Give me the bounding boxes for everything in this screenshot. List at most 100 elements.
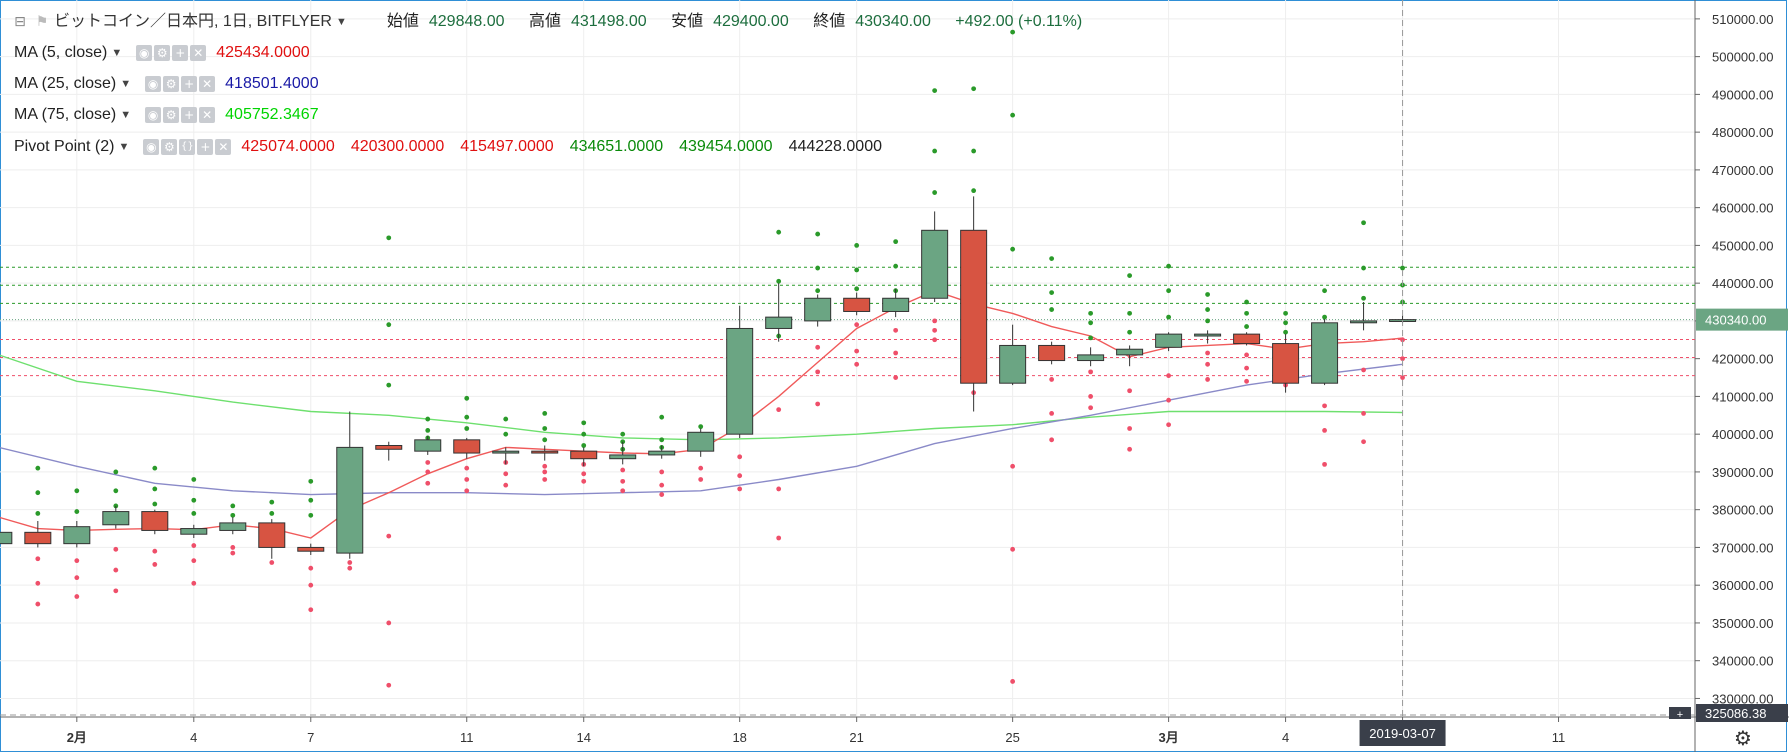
- pivot-dot-resistance: [1049, 256, 1055, 262]
- pivot-dot-support: [269, 560, 275, 565]
- pivot-dot-support: [1166, 397, 1172, 403]
- close-icon[interactable]: ✕: [199, 76, 216, 92]
- indicator-controls: ◉ ⚙{} + ✕: [143, 139, 232, 155]
- pivot-dot-support: [542, 469, 548, 475]
- chevron-down-icon[interactable]: ▼: [118, 141, 130, 153]
- chevron-down-icon[interactable]: ▼: [120, 78, 132, 90]
- symbol-title[interactable]: ビットコイン／日本円, 1日, BITFLYER: [54, 13, 332, 30]
- candle-up[interactable]: [882, 297, 910, 312]
- collapse-icon[interactable]: ⊟: [14, 14, 26, 30]
- add-icon[interactable]: +: [197, 139, 214, 155]
- candle-down[interactable]: [1038, 344, 1066, 362]
- indicator-label[interactable]: MA (25, close): [14, 75, 117, 92]
- candle-up[interactable]: [336, 446, 364, 554]
- pivot-dot-support: [425, 480, 431, 486]
- candle-up[interactable]: [1194, 333, 1222, 337]
- pivot-dot-support: [698, 477, 704, 482]
- candle-down[interactable]: [1272, 343, 1300, 384]
- pivot-dot-resistance: [815, 288, 821, 294]
- indicator-row: Pivot Point (2) ▼ ◉ ⚙{} + ✕ 425074.0000 420300.…: [14, 135, 898, 159]
- candle-up[interactable]: [921, 229, 949, 299]
- pivot-dot-resistance: [464, 414, 470, 420]
- candle-up[interactable]: [804, 297, 832, 322]
- pivot-dot-support: [1127, 388, 1133, 394]
- chevron-down-icon[interactable]: ▼: [111, 47, 123, 59]
- candle-up[interactable]: [1350, 320, 1378, 324]
- add-icon[interactable]: +: [172, 45, 189, 61]
- settings-icon[interactable]: ⚙: [154, 45, 171, 61]
- indicator-label[interactable]: MA (5, close): [14, 44, 108, 61]
- chevron-down-icon[interactable]: ▼: [120, 109, 132, 121]
- candle-down[interactable]: [24, 531, 52, 545]
- time-tick-label: 4: [1282, 730, 1289, 745]
- candle-up[interactable]: [648, 450, 676, 456]
- pivot-dot-support: [815, 369, 821, 375]
- candle-down[interactable]: [141, 511, 169, 531]
- candle-up[interactable]: [999, 344, 1027, 384]
- open-value: 429848.00: [428, 13, 505, 30]
- flag-icon[interactable]: ⚑: [35, 14, 49, 30]
- candle-up[interactable]: [492, 450, 520, 454]
- candle-down[interactable]: [297, 546, 325, 552]
- candle-up[interactable]: [1077, 354, 1105, 362]
- candle-up[interactable]: [63, 526, 91, 545]
- candle-up[interactable]: [765, 316, 793, 329]
- candle-up[interactable]: [102, 511, 130, 526]
- pivot-dot-support: [1088, 405, 1094, 411]
- gear-icon[interactable]: ⚙: [1734, 726, 1752, 750]
- source-code-icon[interactable]: {}: [179, 139, 196, 155]
- price-tick-label: 480000.00: [1712, 125, 1773, 140]
- close-icon[interactable]: ✕: [190, 45, 207, 61]
- indicator-value: 439454.0000: [679, 138, 773, 155]
- crosshair-price-tag: [1696, 704, 1788, 722]
- settings-icon[interactable]: ⚙: [161, 139, 178, 155]
- indicator-value: 425434.0000: [216, 44, 310, 61]
- candle-up[interactable]: [0, 531, 13, 545]
- pivot-dot-resistance: [1010, 246, 1016, 252]
- settings-icon[interactable]: ⚙: [163, 76, 180, 92]
- candle-up[interactable]: [1311, 322, 1339, 384]
- pivot-dot-support: [1205, 350, 1210, 356]
- price-tick-label: 390000.00: [1712, 465, 1773, 480]
- plus-icon[interactable]: +: [1677, 709, 1683, 721]
- visibility-icon[interactable]: ◉: [136, 45, 153, 61]
- pivot-dot-resistance: [893, 239, 899, 245]
- candle-down[interactable]: [453, 439, 481, 454]
- pivot-dot-support: [1205, 377, 1210, 382]
- candle-down[interactable]: [843, 297, 871, 312]
- candle-up[interactable]: [1116, 348, 1144, 356]
- close-icon[interactable]: ✕: [199, 107, 216, 123]
- visibility-icon[interactable]: ◉: [145, 107, 162, 123]
- time-tick-label: 11: [1552, 730, 1566, 745]
- pivot-dot-resistance: [503, 431, 509, 437]
- candle-up[interactable]: [414, 439, 442, 452]
- indicator-label[interactable]: MA (75, close): [14, 106, 117, 123]
- visibility-icon[interactable]: ◉: [143, 139, 160, 155]
- add-icon[interactable]: +: [181, 76, 198, 92]
- settings-icon[interactable]: ⚙: [163, 107, 180, 123]
- pivot-dot-support: [620, 467, 626, 473]
- candle-up[interactable]: [609, 454, 637, 460]
- current-price-label: 430340.00: [1705, 313, 1766, 328]
- price-tick-label: 400000.00: [1712, 427, 1773, 442]
- candle-down[interactable]: [258, 522, 286, 548]
- chevron-down-icon[interactable]: ▼: [335, 16, 347, 28]
- candle-down[interactable]: [570, 450, 598, 460]
- add-icon[interactable]: +: [181, 107, 198, 123]
- candle-up[interactable]: [726, 327, 754, 435]
- candle-up[interactable]: [687, 431, 715, 452]
- candle-down[interactable]: [375, 444, 403, 450]
- indicator-value: 444228.0000: [788, 138, 882, 155]
- candle-up[interactable]: [219, 522, 247, 531]
- close-icon[interactable]: ✕: [215, 139, 232, 155]
- candle-down[interactable]: [531, 450, 559, 454]
- candle-up[interactable]: [180, 528, 208, 535]
- candle-down[interactable]: [960, 229, 988, 384]
- candle-up[interactable]: [1155, 333, 1183, 348]
- indicator-label[interactable]: Pivot Point (2): [14, 138, 115, 155]
- visibility-icon[interactable]: ◉: [145, 76, 162, 92]
- pivot-dot-resistance: [503, 416, 509, 422]
- candle-down[interactable]: [1233, 333, 1261, 345]
- pivot-dot-support: [386, 620, 392, 626]
